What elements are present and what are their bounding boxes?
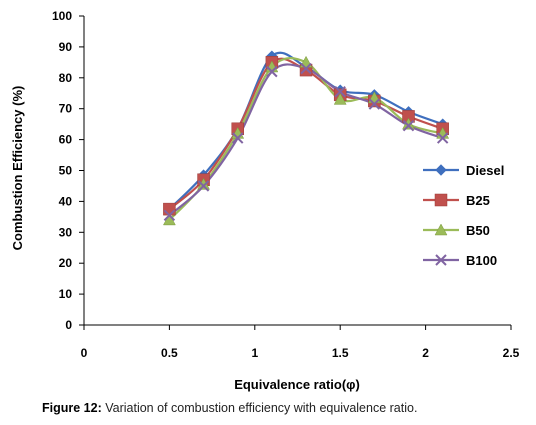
- data-point-b100-stroke: [436, 132, 449, 144]
- y-tick-label: 0: [65, 318, 72, 332]
- y-tick-label: 60: [59, 133, 73, 147]
- series-line-b100: [168, 63, 444, 217]
- legend-label-b25: B25: [466, 193, 490, 208]
- x-tick-label: 1: [251, 346, 258, 360]
- data-point-b100-stroke: [402, 119, 415, 132]
- data-point-b100: [334, 85, 346, 98]
- x-tick-label: 1.5: [332, 346, 349, 360]
- x-tick-label: 2: [422, 346, 429, 360]
- series-line-b25: [168, 57, 444, 210]
- legend-label-b50: B50: [466, 223, 490, 238]
- series-markers: [162, 50, 450, 226]
- data-point-b100: [266, 65, 278, 78]
- x-axis-title: Equivalence ratio(φ): [234, 377, 360, 392]
- data-point-b100-stroke: [334, 85, 346, 98]
- y-tick-label: 70: [59, 102, 73, 116]
- data-point-b100: [300, 62, 312, 75]
- data-point-b50: [333, 92, 347, 105]
- data-point-b100: [402, 119, 415, 132]
- y-tick-label: 20: [59, 256, 73, 270]
- data-point-b100-stroke: [300, 62, 312, 75]
- combustion-efficiency-chart: 0 10 20 30 40 50 60 70 80 90 100 0 0.5 1 1.5 2 2.5 Dies…: [10, 9, 520, 392]
- series-lines: [168, 51, 444, 221]
- y-tick-label: 30: [59, 225, 73, 239]
- data-point-b100: [436, 132, 449, 144]
- figure-caption-label: Figure 12:: [42, 401, 102, 415]
- data-point-b100: [197, 180, 210, 192]
- legend-item-diesel: Diesel: [423, 163, 504, 178]
- y-tick-labels: 0 10 20 30 40 50 60 70 80 90 100: [52, 9, 84, 332]
- data-point-b100: [163, 209, 176, 222]
- data-point-b100-stroke: [232, 132, 244, 144]
- legend-item-b100: B100: [423, 253, 497, 268]
- figure-caption-text: Variation of combustion efficiency with …: [101, 401, 418, 415]
- data-point-b100-stroke: [163, 209, 176, 222]
- legend-marker-b100-stroke: [435, 254, 447, 266]
- legend-marker-b50: [434, 223, 448, 236]
- legend-marker-b100: [435, 254, 447, 266]
- data-point-b25: [163, 202, 176, 216]
- y-tick-label: 50: [59, 164, 73, 178]
- data-point-b100-stroke: [197, 180, 210, 192]
- data-point-b100-stroke: [368, 98, 381, 110]
- data-point-b100-stroke: [266, 65, 278, 78]
- legend-label-b100: B100: [466, 253, 497, 268]
- legend-marker-b25: [434, 193, 448, 207]
- legend-item-b25: B25: [423, 193, 490, 208]
- legend-marker-diesel: [435, 164, 447, 176]
- y-axis-title: Combustion Efficiency (%): [10, 86, 25, 251]
- y-tick-label: 100: [52, 9, 72, 23]
- data-point-b100: [232, 132, 244, 144]
- x-tick-label: 0: [81, 346, 88, 360]
- y-tick-label: 10: [59, 287, 73, 301]
- series-line-b50: [168, 57, 443, 221]
- figure-caption: Figure 12: Variation of combustion effic…: [42, 401, 417, 415]
- legend: Diesel B25 B50 B100: [423, 163, 504, 268]
- y-tick-label: 80: [59, 71, 73, 85]
- x-tick-label: 0.5: [161, 346, 178, 360]
- x-tick-labels: 0 0.5 1 1.5 2 2.5: [81, 325, 520, 360]
- x-tick-label: 2.5: [503, 346, 520, 360]
- data-point-b100: [368, 98, 381, 110]
- y-tick-label: 90: [59, 40, 73, 54]
- legend-item-b50: B50: [423, 223, 490, 238]
- y-tick-label: 40: [59, 194, 73, 208]
- legend-label-diesel: Diesel: [466, 163, 504, 178]
